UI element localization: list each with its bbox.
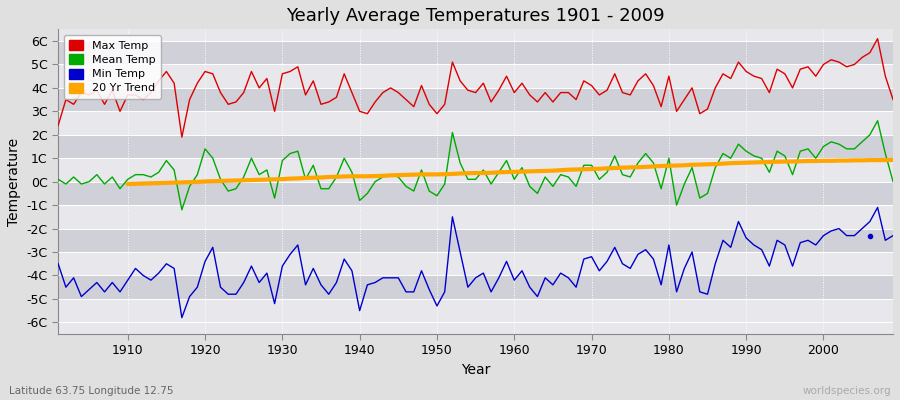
- Bar: [58, 276, 893, 299]
- Title: Yearly Average Temperatures 1901 - 2009: Yearly Average Temperatures 1901 - 2009: [286, 7, 665, 25]
- Legend: Max Temp, Mean Temp, Min Temp, 20 Yr Trend: Max Temp, Mean Temp, Min Temp, 20 Yr Tre…: [64, 35, 161, 99]
- Bar: [58, 182, 893, 205]
- Text: Latitude 63.75 Longitude 12.75: Latitude 63.75 Longitude 12.75: [9, 386, 174, 396]
- Text: worldspecies.org: worldspecies.org: [803, 386, 891, 396]
- Bar: [58, 135, 893, 158]
- Bar: [58, 41, 893, 64]
- Bar: [58, 228, 893, 252]
- Bar: [58, 88, 893, 111]
- Y-axis label: Temperature: Temperature: [7, 138, 21, 226]
- X-axis label: Year: Year: [461, 363, 491, 377]
